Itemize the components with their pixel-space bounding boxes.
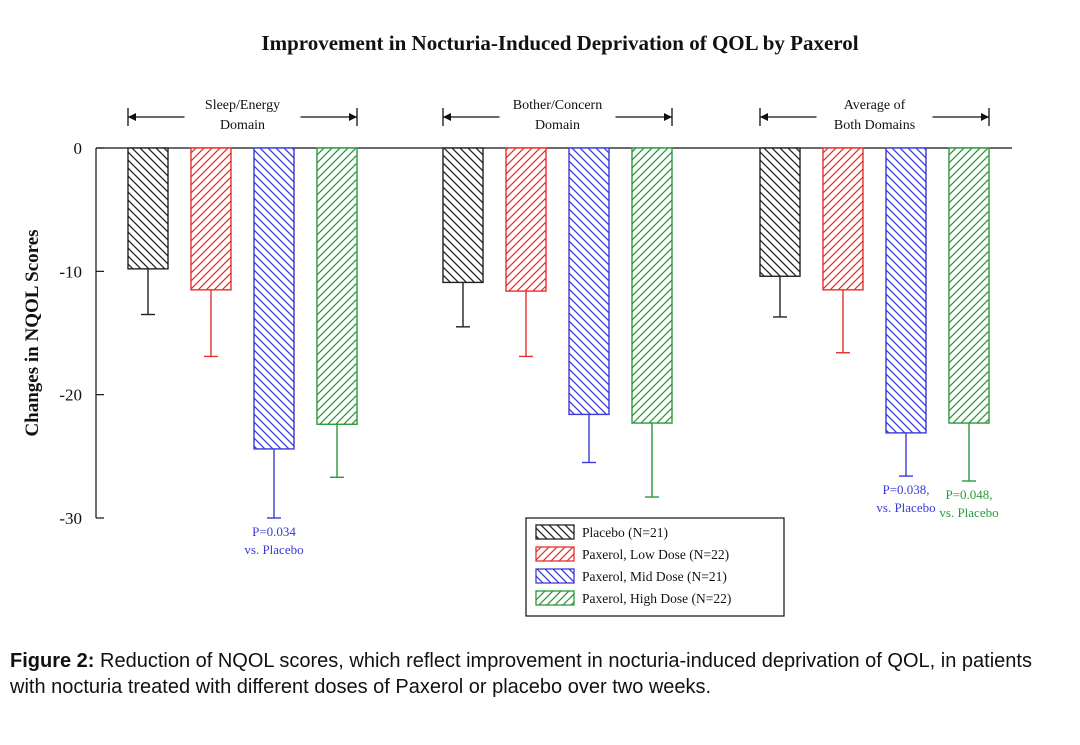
category-label-line1: Sleep/Energy <box>205 98 280 113</box>
category-label-line1: Average of <box>844 98 906 113</box>
legend-label: Paxerol, High Dose (N=22) <box>582 591 731 606</box>
y-axis: 0 -10 -20 -30 <box>59 139 104 528</box>
y-tick-label: -30 <box>59 509 82 528</box>
bar <box>505 147 547 292</box>
category-label-group: Average of Both Domains <box>759 98 990 133</box>
category-labels: Sleep/Energy Domain Bother/Concern Domain Av… <box>127 98 990 133</box>
legend: Placebo (N=21) Paxerol, Low Dose (N=22) Pa… <box>525 517 785 617</box>
p-value-label: P=0.034 <box>252 524 296 539</box>
bars <box>127 147 990 519</box>
legend-swatch <box>535 568 575 584</box>
bar <box>253 147 295 450</box>
chart-title: Improvement in Nocturia-Induced Deprivat… <box>261 31 858 55</box>
category-label-line1: Bother/Concern <box>513 98 602 113</box>
bar <box>948 147 990 424</box>
y-tick-label: -20 <box>59 386 82 405</box>
bar <box>822 147 864 291</box>
p-value-comparison: vs. Placebo <box>939 505 998 520</box>
category-label-line2: Domain <box>535 118 580 133</box>
bar <box>631 147 673 424</box>
category-label-group: Bother/Concern Domain <box>442 98 673 133</box>
span-arrow-left <box>760 113 768 121</box>
bar-chart: Improvement in Nocturia-Induced Deprivat… <box>22 31 1012 617</box>
category-label-line2: Domain <box>220 118 265 133</box>
legend-swatch <box>535 546 575 562</box>
bar <box>885 147 927 434</box>
legend-swatch <box>535 524 575 540</box>
bar <box>568 147 610 416</box>
category-label-line2: Both Domains <box>834 118 915 133</box>
caption-label: Figure 2: <box>10 650 95 672</box>
span-arrow-left <box>443 113 451 121</box>
span-arrow-right <box>981 113 989 121</box>
legend-swatch <box>535 590 575 606</box>
p-value-comparison: vs. Placebo <box>244 542 303 557</box>
bar <box>190 147 232 291</box>
legend-label: Paxerol, Low Dose (N=22) <box>582 547 729 562</box>
y-tick-label: 0 <box>74 139 83 158</box>
annotations: P=0.034 vs. Placebo P=0.038, vs. Placebo P=0… <box>244 482 998 557</box>
category-label-group: Sleep/Energy Domain <box>127 98 358 133</box>
caption-text: Reduction of NQOL scores, which reflect … <box>10 650 1032 698</box>
span-arrow-right <box>664 113 672 121</box>
y-axis-label: Changes in NQOL Scores <box>22 229 43 436</box>
span-arrow-right <box>349 113 357 121</box>
bar <box>127 147 169 270</box>
bar <box>759 147 801 277</box>
legend-label: Paxerol, Mid Dose (N=21) <box>582 569 727 584</box>
figure-caption: Figure 2: Reduction of NQOL scores, whic… <box>10 648 1072 700</box>
bar <box>442 147 484 284</box>
span-arrow-left <box>128 113 136 121</box>
p-value-comparison: vs. Placebo <box>876 500 935 515</box>
p-value-label: P=0.048, <box>945 487 992 502</box>
legend-label: Placebo (N=21) <box>582 525 668 540</box>
p-value-label: P=0.038, <box>882 482 929 497</box>
bar <box>316 147 358 425</box>
y-tick-label: -10 <box>59 262 82 281</box>
